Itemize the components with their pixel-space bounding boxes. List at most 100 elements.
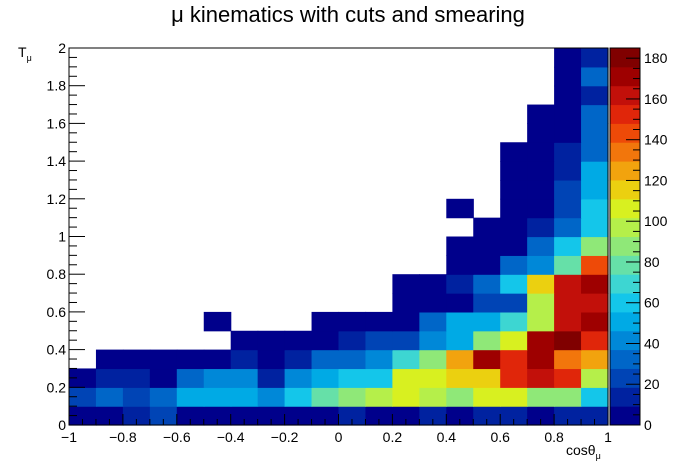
heatmap-cell xyxy=(446,406,474,426)
colorbar-tick-label: 60 xyxy=(644,295,660,311)
heatmap-cell xyxy=(581,330,609,351)
x-tick-label: 0 xyxy=(335,429,343,445)
heatmap-cell xyxy=(473,293,501,313)
heatmap-cell xyxy=(176,406,205,426)
colorbar-band xyxy=(610,66,640,87)
colorbar-tick-label: 180 xyxy=(644,50,668,66)
heatmap-cell xyxy=(473,217,501,238)
colorbar-band xyxy=(610,48,640,68)
heatmap-cell xyxy=(527,387,555,407)
y-axis-label-sub: μ xyxy=(26,52,32,63)
colorbar-tick-label: 80 xyxy=(644,254,660,270)
heatmap-cell xyxy=(554,48,582,68)
heatmap-cell xyxy=(392,274,420,294)
heatmap-cell xyxy=(554,104,582,124)
y-axis-label: Tμ xyxy=(18,44,32,63)
heatmap-cell xyxy=(365,387,393,407)
heatmap-cell xyxy=(365,368,393,388)
colorbar-tick-label: 120 xyxy=(644,172,668,188)
heatmap-cell xyxy=(527,330,555,351)
heatmap-cell xyxy=(257,406,286,426)
y-axis-label-main: T xyxy=(18,44,27,60)
heatmap-cell xyxy=(95,368,124,388)
heatmap-cell xyxy=(527,349,555,370)
heatmap-cell xyxy=(581,349,609,370)
heatmap-cell xyxy=(581,311,609,332)
heatmap-cell xyxy=(446,236,474,256)
heatmap-cell xyxy=(176,387,205,407)
heatmap-cell xyxy=(149,349,178,370)
heatmap-cell xyxy=(311,368,340,388)
heatmap-cell xyxy=(365,330,393,351)
heatmap-cell xyxy=(419,368,447,388)
colorbar-band xyxy=(610,349,640,369)
heatmap-cell xyxy=(392,293,420,313)
heatmap-cell xyxy=(500,179,528,200)
heatmap-cells xyxy=(69,48,609,426)
heatmap-cell xyxy=(500,330,528,351)
heatmap-cell xyxy=(581,198,609,219)
y-tick-label: 0.8 xyxy=(47,266,67,282)
heatmap-cell xyxy=(473,255,501,275)
colorbar-band xyxy=(610,330,640,351)
heatmap-cell xyxy=(581,255,609,275)
colorbar-band xyxy=(610,161,640,181)
heatmap-cell xyxy=(446,330,474,351)
heatmap-cell xyxy=(581,66,609,87)
heatmap-cell xyxy=(500,255,528,275)
heatmap-cell xyxy=(257,349,286,370)
heatmap-cell xyxy=(554,406,582,426)
y-tick-label: 2 xyxy=(58,40,66,56)
heatmap-cell xyxy=(473,406,501,426)
heatmap-cell xyxy=(581,368,609,388)
colorbar-tick-label: 0 xyxy=(644,417,652,433)
heatmap-cell xyxy=(554,368,582,388)
heatmap-cell xyxy=(500,293,528,313)
heatmap-cell xyxy=(473,349,501,370)
heatmap-cell xyxy=(500,198,528,219)
colorbar-band xyxy=(610,142,640,162)
x-tick-label: 0.6 xyxy=(490,429,510,445)
heatmap-cell xyxy=(338,330,367,351)
heatmap-cell xyxy=(527,123,555,143)
heatmap-cell xyxy=(95,349,124,370)
heatmap-cell xyxy=(338,406,367,426)
color-scale-bar: 0 20 40 60 80 100 120 140 160 180 xyxy=(609,47,668,433)
chart-title: μ kinematics with cuts and smearing xyxy=(171,2,525,27)
heatmap-cell xyxy=(122,349,151,370)
colorbar-band xyxy=(610,104,640,124)
heatmap-cell xyxy=(365,406,393,426)
heatmap-cell xyxy=(284,406,313,426)
y-tick-label: 1.2 xyxy=(47,191,67,207)
heatmap-cell xyxy=(149,406,178,426)
heatmap-cell xyxy=(230,349,259,370)
heatmap-cell xyxy=(473,368,501,388)
heatmap-cell xyxy=(230,406,259,426)
heatmap-cell xyxy=(149,387,178,407)
heatmap-cell xyxy=(554,311,582,332)
heatmap-cell xyxy=(230,368,259,388)
colorbar-band xyxy=(610,406,640,426)
heatmap-cell xyxy=(311,330,340,351)
heatmap-cell xyxy=(392,349,420,370)
heatmap-cell xyxy=(500,217,528,238)
heatmap-cell xyxy=(122,387,151,407)
heatmap-cell xyxy=(419,349,447,370)
heatmap-cell xyxy=(122,368,151,388)
heatmap-cell xyxy=(554,293,582,313)
heatmap-cell xyxy=(581,104,609,124)
heatmap-cell xyxy=(581,387,609,407)
heatmap-cell xyxy=(392,387,420,407)
x-tick-label: −0.8 xyxy=(109,429,137,445)
heatmap-cell xyxy=(527,161,555,181)
heatmap-cell xyxy=(392,406,420,426)
heatmap-cell xyxy=(500,161,528,181)
colorbar-band xyxy=(610,274,640,294)
heatmap-cell xyxy=(257,330,286,351)
heatmap-cell xyxy=(392,330,420,351)
heatmap-cell xyxy=(338,387,367,407)
heatmap-cell xyxy=(446,368,474,388)
x-tick-label: 1 xyxy=(604,429,612,445)
heatmap-cell xyxy=(69,406,97,426)
x-tick-label: 0.2 xyxy=(383,429,403,445)
